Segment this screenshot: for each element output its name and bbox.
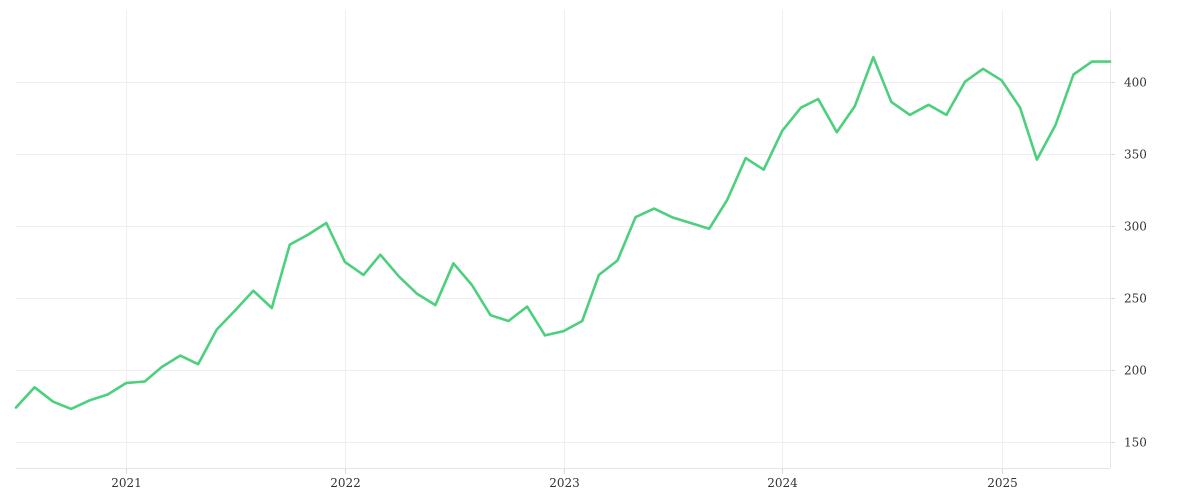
tick-labels: 150 200 250 300 350 400 2021 2022 2023 2024 2025 (111, 76, 1147, 491)
y-tick-label: 150 (1124, 436, 1147, 450)
y-tick-label: 400 (1124, 76, 1147, 90)
x-tick-label: 2025 (987, 476, 1018, 490)
x-tick-label: 2023 (549, 476, 580, 490)
y-tick-label: 300 (1124, 220, 1147, 234)
grid (16, 10, 1110, 468)
x-tick-label: 2021 (111, 476, 142, 490)
series-line (14, 55, 1112, 411)
y-tick-label: 200 (1124, 364, 1147, 378)
y-tick-label: 250 (1124, 292, 1147, 306)
y-tick-label: 350 (1124, 148, 1147, 162)
series-layer (14, 55, 1112, 411)
x-tick-label: 2024 (767, 476, 798, 490)
x-tick-label: 2022 (330, 476, 361, 490)
axes (16, 10, 1115, 474)
